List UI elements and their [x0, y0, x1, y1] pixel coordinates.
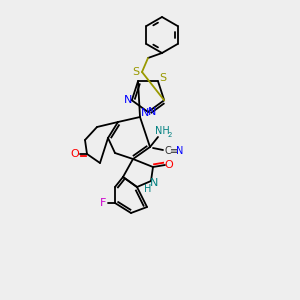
Text: N: N — [124, 95, 132, 105]
Text: F: F — [100, 198, 106, 208]
Text: N: N — [141, 108, 149, 118]
Text: N: N — [176, 146, 184, 156]
Text: O: O — [70, 149, 80, 159]
Text: ≡: ≡ — [170, 146, 178, 156]
Text: NH: NH — [154, 126, 169, 136]
Text: S: S — [132, 67, 140, 77]
Text: C: C — [165, 146, 171, 156]
Text: O: O — [165, 160, 173, 170]
Text: H: H — [144, 184, 152, 194]
Text: N: N — [148, 107, 156, 117]
Text: 2: 2 — [168, 132, 172, 138]
Text: N: N — [150, 178, 158, 188]
Text: S: S — [159, 73, 167, 83]
